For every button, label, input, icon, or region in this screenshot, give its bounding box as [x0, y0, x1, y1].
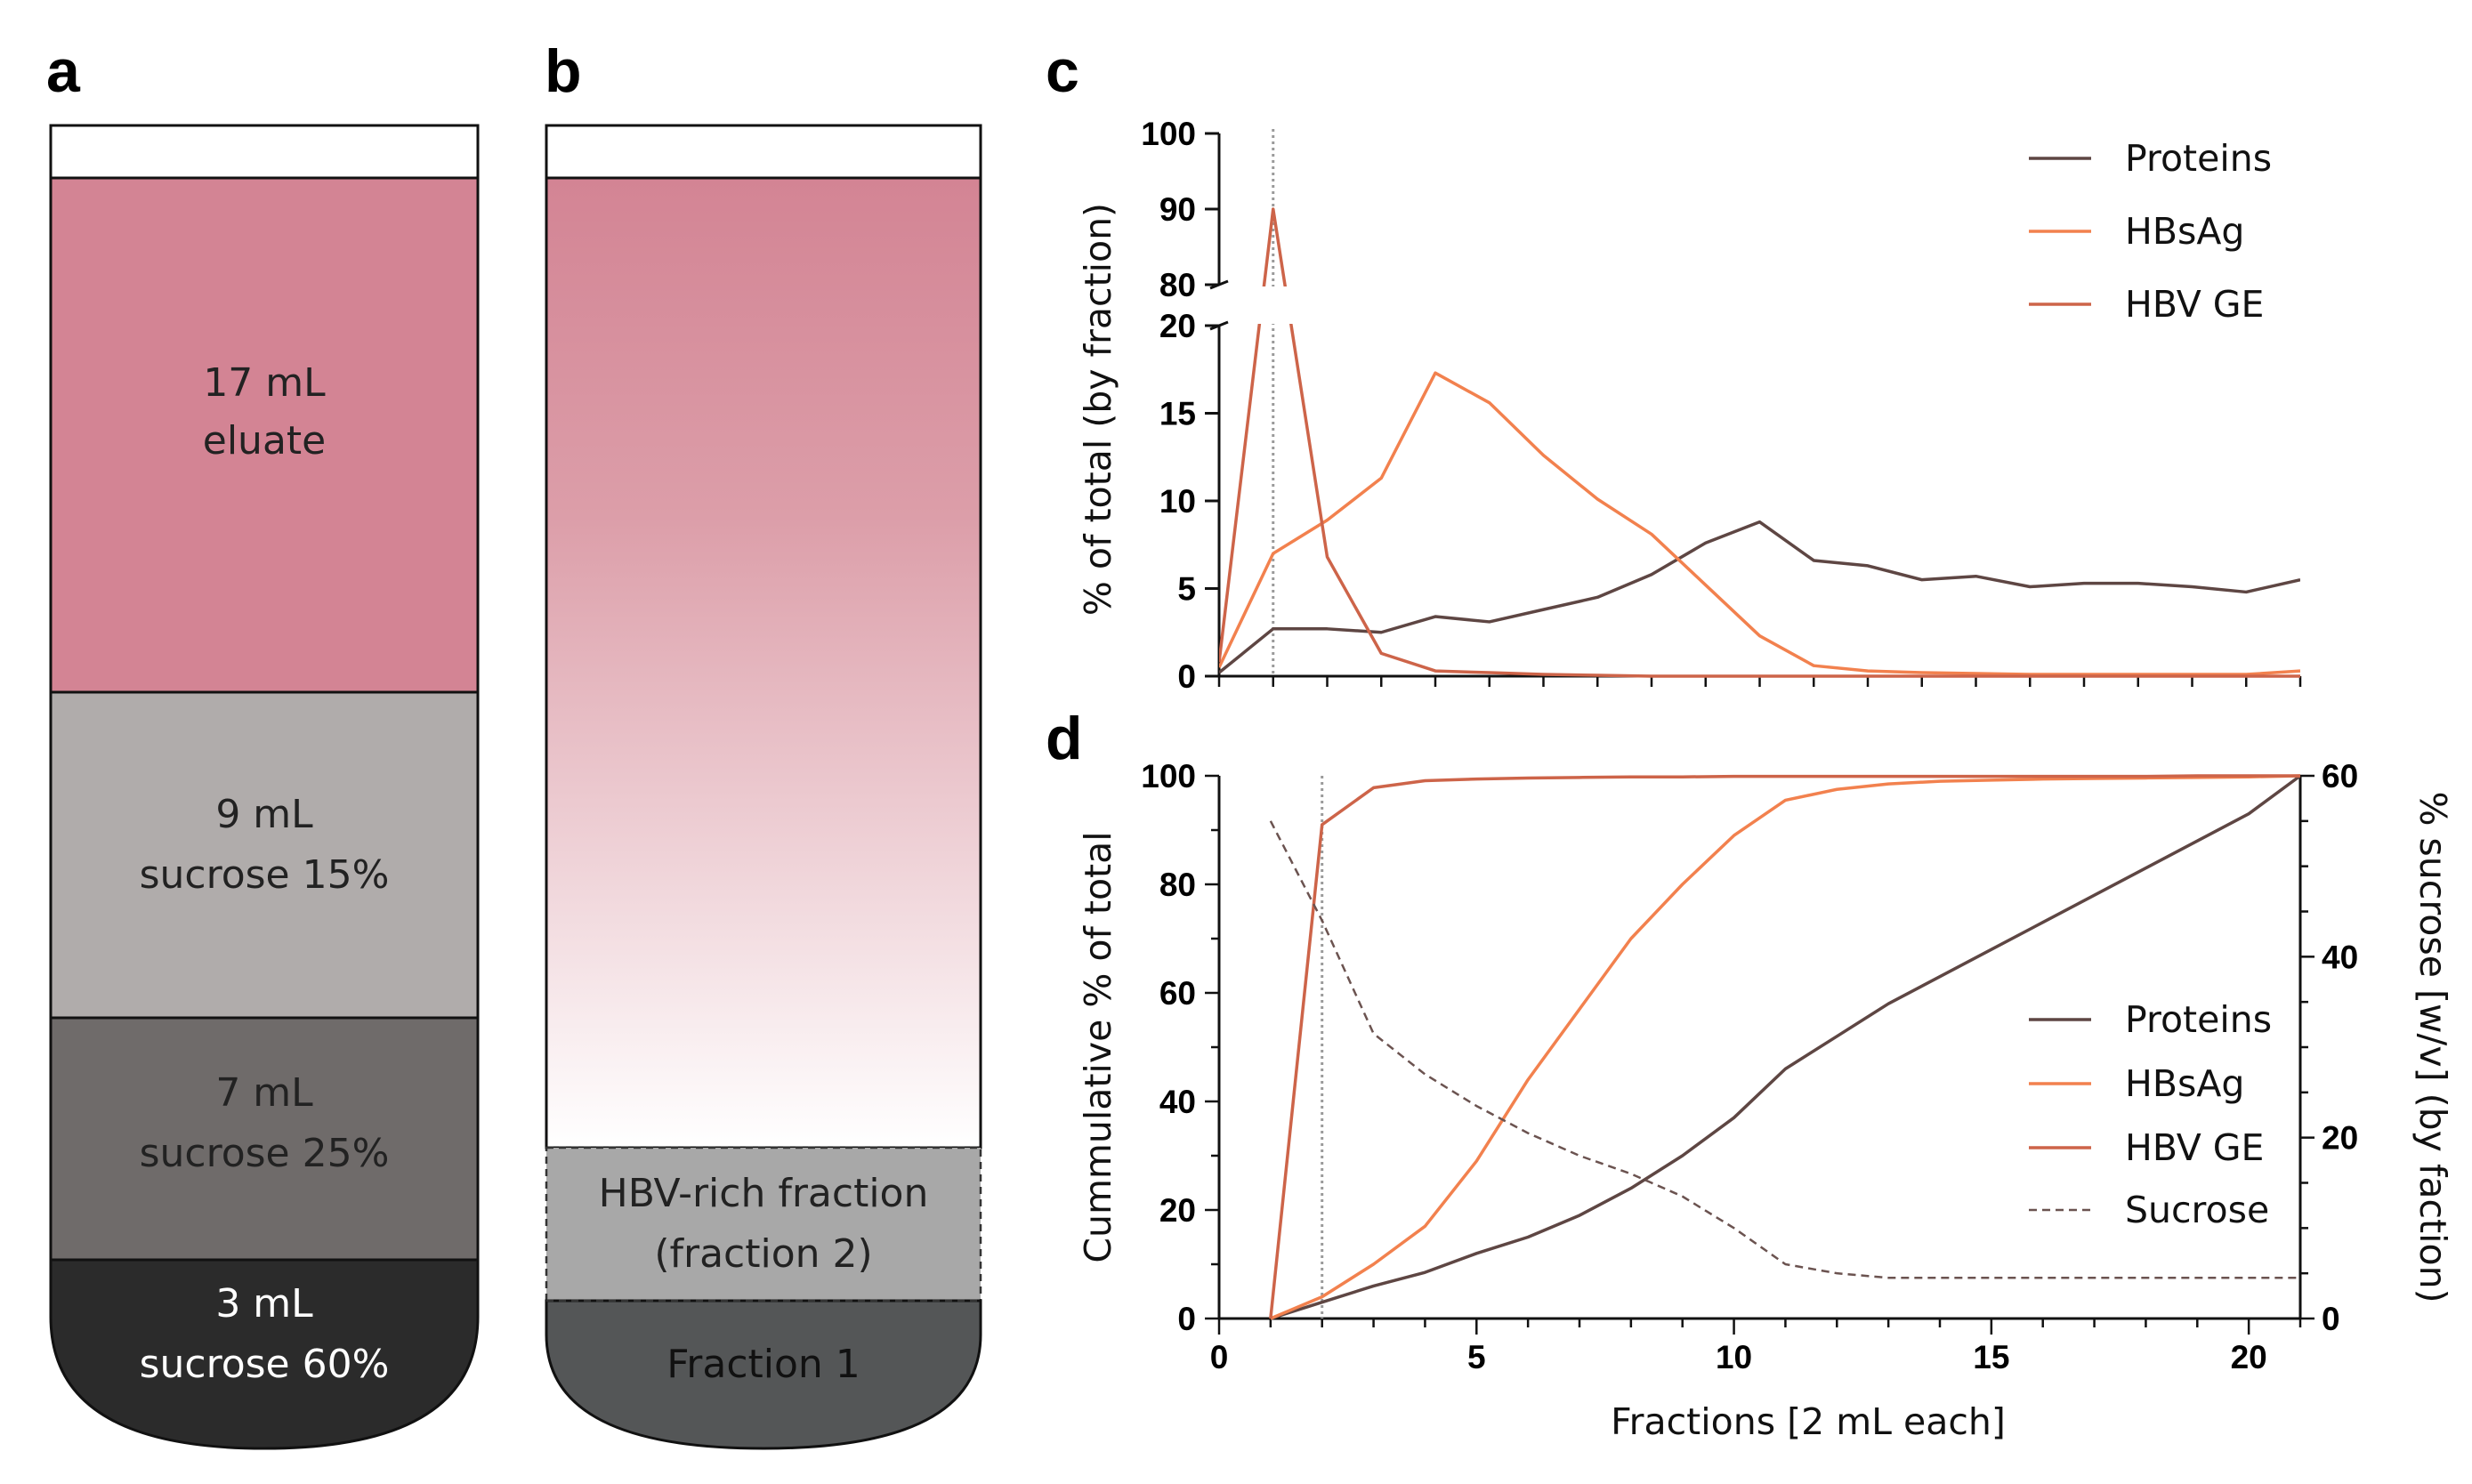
chart-d-y-tick-label: 0 — [1177, 1301, 1196, 1337]
tube-b-headspace — [545, 124, 982, 180]
panel-label-a: a — [46, 37, 81, 105]
tube-a-s25-volume: 7 mL — [215, 1070, 313, 1116]
tube-b-fraction1-label: Fraction 1 — [666, 1342, 860, 1387]
chart-d-legend-sucrose: Sucrose — [2125, 1189, 2269, 1231]
chart-d-x-tick-label: 15 — [1973, 1339, 2009, 1375]
chart-d-series-proteins — [1270, 774, 2300, 1320]
chart-d-series-hbv-ge — [1269, 774, 2300, 1319]
chart-d-y2-label: % sucrose [w/v] (by faction) — [2411, 791, 2454, 1303]
chart-c-y-label: % of total (by fraction) — [1077, 203, 1119, 616]
chart-c-break-gap — [1249, 286, 1297, 324]
chart-d-y-tick-label: 60 — [1159, 975, 1196, 1012]
chart-c-series-proteins — [1219, 520, 2300, 674]
tube-a-s15-volume: 9 mL — [215, 792, 313, 837]
chart-d-series-sucrose — [1269, 820, 2300, 1279]
chart-c-series-hbsag — [1219, 371, 2300, 676]
chart-d-y-label: Cummulative % of total — [1077, 831, 1119, 1262]
chart-c-legend-hbv-ge: HBV GE — [2125, 283, 2264, 326]
chart-d-legend-hbsag: HBsAg — [2125, 1062, 2244, 1105]
tube-a-layer-eluate — [49, 176, 480, 694]
tube-b-hbv-label: HBV-rich fraction — [599, 1171, 929, 1216]
tube-b-hbv-sublabel: (fraction 2) — [654, 1231, 872, 1277]
chart-c-y-tick-label: 10 — [1159, 483, 1196, 520]
chart-d-x-tick-label: 5 — [1467, 1339, 1486, 1375]
chart-d-y2-tick-label: 60 — [2322, 758, 2358, 794]
tube-a-eluate-name: eluate — [203, 418, 326, 464]
chart-d-y2-tick-label: 40 — [2322, 939, 2358, 975]
chart-c-legend-proteins: Proteins — [2125, 137, 2272, 180]
chart-c-y-tick-label: 90 — [1159, 191, 1196, 228]
chart-d-y-tick-label: 20 — [1159, 1192, 1196, 1229]
panel-label-d: d — [1046, 705, 1083, 772]
chart-c-y-tick-label: 15 — [1159, 396, 1196, 432]
tube-a-layer-sucrose-25 — [49, 1016, 480, 1262]
chart-c-y-tick-label: 100 — [1141, 116, 1196, 152]
tube-a-headspace — [49, 124, 480, 180]
tube-a-layer-sucrose-15 — [49, 690, 480, 1020]
tube-a-s25-name: sucrose 25% — [140, 1131, 390, 1176]
tube-b-fraction-1 — [545, 1299, 982, 1450]
panel-label-b: b — [545, 37, 582, 105]
chart-d-legend-hbv-ge: HBV GE — [2125, 1126, 2264, 1169]
chart-d-y-tick-label: 80 — [1159, 867, 1196, 903]
tube-a-s60-name: sucrose 60% — [140, 1342, 390, 1387]
chart-d-x-tick-label: 0 — [1210, 1339, 1229, 1375]
tube-a-eluate-volume: 17 mL — [203, 360, 326, 406]
chart-d-x-label: Fractions [2 mL each] — [1611, 1400, 2006, 1443]
chart-d-y-tick-label: 100 — [1141, 758, 1196, 794]
chart-d-series-hbsag — [1270, 774, 2300, 1320]
panel-label-c: c — [1046, 37, 1079, 105]
tube-b-hbv-rich-fraction — [545, 1146, 982, 1303]
chart-c-legend-hbsag: HBsAg — [2125, 210, 2244, 253]
chart-c-y-tick-label: 80 — [1159, 267, 1196, 303]
tube-b-gradient — [545, 176, 982, 1149]
chart-c-y-tick-label: 0 — [1177, 658, 1196, 695]
chart-d-y-tick-label: 40 — [1159, 1084, 1196, 1120]
tube-a: 17 mL eluate 9 mL sucrose 15% 7 mL sucro… — [49, 124, 480, 1450]
chart-d-y2-tick-label: 20 — [2322, 1120, 2358, 1157]
chart-c-series-hbv-ge — [1219, 207, 2300, 678]
chart-c: 0 5 10 15 20 80 90 100 % of total (by fraction) P… — [1077, 116, 2302, 695]
chart-d-y2-tick-label: 0 — [2322, 1301, 2340, 1337]
chart-d-x-tick-label: 10 — [1716, 1339, 1752, 1375]
chart-d: 0 5 10 15 20 0 20 40 60 80 100 0 20 40 60 Cummulative %… — [1077, 758, 2454, 1443]
chart-d-legend-proteins: Proteins — [2125, 998, 2272, 1041]
tube-a-s60-volume: 3 mL — [215, 1281, 313, 1327]
chart-d-x-tick-label: 20 — [2231, 1339, 2267, 1375]
tube-b: HBV-rich fraction (fraction 2) Fraction … — [545, 124, 982, 1450]
tube-a-s15-name: sucrose 15% — [140, 852, 390, 898]
chart-c-y-tick-label: 5 — [1177, 571, 1196, 608]
tube-a-layer-sucrose-60 — [49, 1258, 480, 1450]
chart-c-y-tick-label: 20 — [1159, 308, 1196, 344]
